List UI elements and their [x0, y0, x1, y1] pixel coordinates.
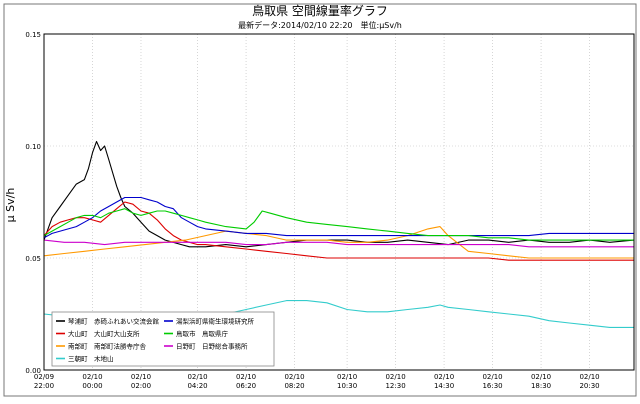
x-tick-date: 02/10	[82, 373, 102, 381]
y-ticks: 0.00 0.05 0.10 0.15	[25, 31, 41, 375]
x-tick-time: 02:00	[131, 382, 151, 390]
x-tick-date: 02/10	[531, 373, 551, 381]
legend-location: 県衛生環境研究所	[202, 317, 255, 326]
legend-location: 日野総合事務所	[202, 342, 248, 351]
x-tick-time: 10:30	[337, 382, 357, 390]
series-line-1	[43, 201, 634, 261]
x-tick-time: 12:30	[385, 382, 405, 390]
legend-location: 大山町大山支所	[94, 329, 140, 338]
x-tick-time: 20:30	[579, 382, 599, 390]
series-line-6	[43, 239, 634, 248]
x-ticks: 02/0922:0002/1000:0002/1002:0002/1004:20…	[34, 373, 600, 390]
x-tick-time: 16:30	[482, 382, 502, 390]
legend-name: 湯梨浜町	[176, 317, 203, 326]
legend-location: 南部町法勝寺庁舎	[94, 342, 147, 351]
legend-name: 琴浦町	[68, 317, 88, 326]
series-line-0	[43, 140, 635, 248]
legend-name: 鳥取市	[176, 329, 196, 338]
x-tick-date: 02/09	[34, 373, 54, 381]
x-tick-date: 02/10	[236, 373, 256, 381]
series-line-2	[43, 226, 634, 259]
legend-name: 大山町	[68, 329, 88, 338]
x-tick-date: 02/10	[284, 373, 304, 381]
y-tick-label: 0.10	[25, 143, 41, 151]
x-tick-time: 08:20	[284, 382, 304, 390]
x-tick-date: 02/10	[131, 373, 151, 381]
x-tick-time: 14:30	[434, 382, 454, 390]
x-tick-date: 02/10	[482, 373, 502, 381]
x-tick-date: 02/10	[337, 373, 357, 381]
chart-subtitle: 最新データ:2014/02/10 22:20 単位:μSv/h	[238, 20, 402, 30]
x-tick-date: 02/10	[187, 373, 207, 381]
y-tick-label: 0.15	[25, 31, 41, 39]
legend-location: 赤碕ふれあい交流会館	[94, 317, 160, 326]
x-tick-date: 02/10	[434, 373, 454, 381]
x-tick-time: 18:30	[531, 382, 551, 390]
legend-location: 鳥取県庁	[202, 329, 229, 338]
x-tick-time: 00:00	[82, 382, 102, 390]
y-tick-label: 0.05	[25, 255, 41, 263]
series-line-5	[43, 208, 634, 241]
x-tick-date: 02/10	[385, 373, 405, 381]
chart-title: 鳥取県 空間線量率グラフ	[252, 3, 388, 18]
y-tick-label: 0.00	[25, 367, 41, 375]
plot-area-border	[43, 33, 635, 371]
legend-name: 南部町	[68, 342, 88, 351]
legend-name: 三朝町	[68, 355, 88, 363]
legend-location: 木地山	[94, 354, 114, 363]
y-axis-label: μ Sv/h	[4, 188, 17, 223]
legend-name: 日野町	[176, 343, 196, 351]
x-tick-time: 22:00	[34, 382, 54, 390]
x-tick-time: 04:20	[187, 382, 207, 390]
x-tick-date: 02/10	[579, 373, 599, 381]
x-tick-time: 06:20	[236, 382, 256, 390]
legend-box	[51, 311, 275, 367]
series-line-4	[43, 196, 634, 239]
